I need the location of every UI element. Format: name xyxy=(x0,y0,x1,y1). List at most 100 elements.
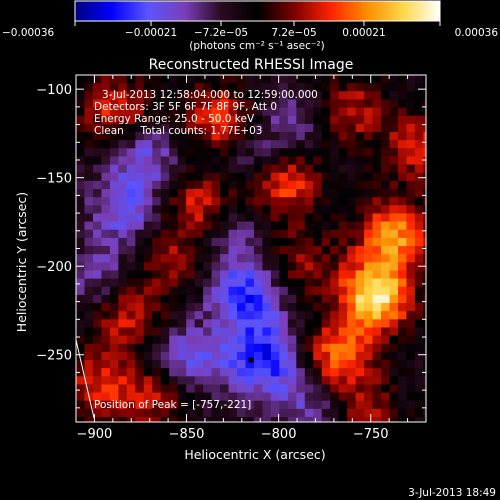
heatmap-cell xyxy=(92,91,103,101)
heatmap-cell xyxy=(279,368,289,377)
heatmap-cell xyxy=(228,319,238,329)
heatmap-cell xyxy=(313,262,323,272)
heatmap-cell xyxy=(296,425,305,434)
heatmap-cell xyxy=(355,384,365,394)
heatmap-cell xyxy=(160,172,170,182)
heatmap-cell xyxy=(296,107,306,117)
heatmap-cell xyxy=(245,392,255,402)
colorbar-tick-label: 0.00036 xyxy=(455,27,499,39)
heatmap-cell xyxy=(211,270,221,280)
heatmap-cell xyxy=(347,270,357,280)
heatmap-cell xyxy=(364,246,374,255)
heatmap-cell xyxy=(304,91,314,101)
heatmap-cell xyxy=(347,91,357,101)
heatmap-cell xyxy=(203,213,213,223)
heatmap-cell xyxy=(126,189,136,198)
heatmap-cell xyxy=(270,270,280,280)
heatmap-cell xyxy=(143,115,153,125)
heatmap-cell xyxy=(135,91,145,101)
heatmap-cell xyxy=(364,360,374,369)
heatmap-cell xyxy=(347,311,357,320)
heatmap-cell xyxy=(126,270,136,280)
heatmap-cell xyxy=(211,123,221,133)
heatmap-cell xyxy=(160,286,170,296)
heatmap-cell xyxy=(177,351,187,361)
heatmap-cell xyxy=(364,368,374,377)
heatmap-cell xyxy=(423,172,426,182)
heatmap-cell xyxy=(330,400,340,410)
heatmap-cell xyxy=(76,303,86,312)
heatmap-cell xyxy=(389,327,399,337)
heatmap-cell xyxy=(330,303,340,312)
heatmap-cell xyxy=(287,294,297,304)
heatmap-cell xyxy=(414,351,425,361)
heatmap-cell xyxy=(389,229,399,239)
heatmap-cell xyxy=(169,417,179,422)
heatmap-cell xyxy=(279,91,289,101)
heatmap-cell xyxy=(220,303,230,312)
heatmap-cell xyxy=(262,172,272,182)
heatmap-cell xyxy=(381,189,391,198)
heatmap-cell xyxy=(203,400,213,410)
heatmap-cell xyxy=(414,376,425,386)
heatmap-cell xyxy=(169,286,179,296)
heatmap-cell xyxy=(186,83,196,92)
heatmap-cell xyxy=(414,360,425,369)
x-tick-label: −750 xyxy=(353,427,389,442)
heatmap-cell xyxy=(423,425,432,434)
heatmap-cell xyxy=(109,311,119,320)
heatmap-cell xyxy=(253,189,264,198)
heatmap-cell xyxy=(118,262,128,272)
heatmap-cell xyxy=(381,205,391,215)
heatmap-cell xyxy=(313,197,323,206)
heatmap-cell xyxy=(321,278,331,288)
heatmap-cell xyxy=(414,319,425,329)
heatmap-cell xyxy=(270,115,280,125)
heatmap-cell xyxy=(296,408,306,418)
heatmap-cell xyxy=(432,173,441,182)
heatmap-cell xyxy=(245,213,255,223)
heatmap-cell xyxy=(414,327,425,337)
heatmap-cell xyxy=(169,294,179,304)
heatmap-cell xyxy=(126,156,136,166)
heatmap-cell xyxy=(211,335,221,345)
heatmap-cell xyxy=(169,343,179,353)
heatmap-cell xyxy=(194,229,204,239)
heatmap-cell xyxy=(186,115,196,125)
heatmap-cell xyxy=(398,180,408,190)
colorbar-tick-label: −7.2e−05 xyxy=(194,27,248,39)
heatmap-cell xyxy=(398,140,408,149)
heatmap-cell xyxy=(135,140,145,149)
heatmap-cell xyxy=(406,132,416,141)
heatmap-cell xyxy=(177,417,187,422)
heatmap-cell xyxy=(237,335,247,345)
heatmap-cell xyxy=(177,360,187,369)
heatmap-cell xyxy=(194,123,204,133)
heatmap-cell xyxy=(432,336,441,345)
heatmap-cell xyxy=(304,327,314,337)
heatmap-cell xyxy=(304,294,314,304)
heatmap-cell xyxy=(92,327,103,337)
heatmap-cell xyxy=(228,400,238,410)
heatmap-cell xyxy=(76,205,86,215)
heatmap-cell xyxy=(245,417,255,422)
heatmap-cell xyxy=(76,83,86,92)
heatmap-cell xyxy=(372,286,382,296)
heatmap-cell xyxy=(406,213,416,223)
heatmap-cell xyxy=(347,164,357,174)
heatmap-cell xyxy=(347,286,357,296)
heatmap-cell xyxy=(287,91,297,101)
heatmap-cell xyxy=(304,221,314,231)
heatmap-cell xyxy=(186,351,196,361)
heatmap-cell xyxy=(304,270,314,280)
heatmap-cell xyxy=(253,172,264,182)
heatmap-cell xyxy=(152,180,162,190)
heatmap-cell xyxy=(321,408,331,418)
heatmap-cell xyxy=(321,311,331,320)
heatmap-cell xyxy=(118,237,128,247)
heatmap-cell xyxy=(143,351,153,361)
heatmap-cell xyxy=(287,254,297,263)
heatmap-cell xyxy=(152,368,162,377)
heatmap-cell xyxy=(101,83,111,92)
heatmap-cell xyxy=(398,156,408,166)
